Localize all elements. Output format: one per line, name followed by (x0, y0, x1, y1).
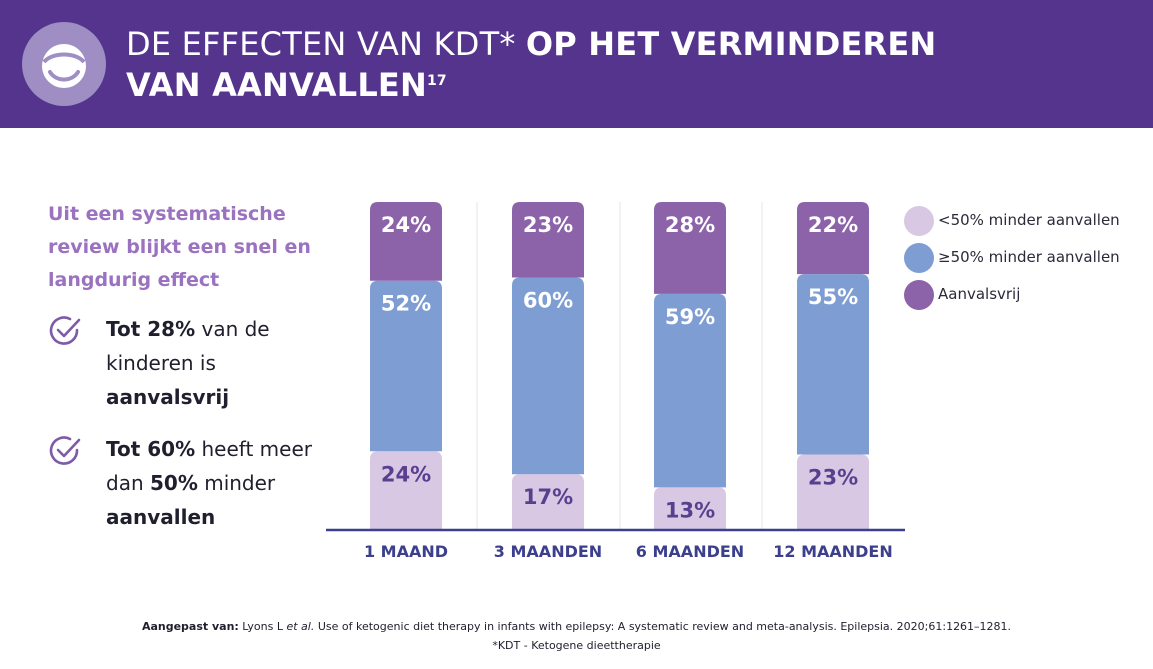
legend-label: Aanvalsvrij (938, 285, 1021, 303)
data-label: 55% (808, 285, 858, 309)
title-light: DE EFFECTEN VAN KDT* (126, 25, 516, 63)
data-label: 23% (523, 213, 573, 237)
bar-segment (512, 277, 584, 475)
data-label: 60% (523, 288, 573, 312)
category-label: 1 MAAND (364, 542, 448, 561)
bar-segment (797, 202, 869, 275)
data-label: 52% (381, 292, 431, 316)
bullet-bold: aanvallen (106, 505, 216, 529)
source-etal: et al. (286, 620, 315, 633)
legend-swatch (904, 280, 934, 310)
source-citation: Aangepast van: Lyons L et al. Use of ket… (0, 617, 1153, 636)
header-banner: DE EFFECTEN VAN KDT* OP HET VERMINDEREN … (0, 0, 1153, 128)
bar-segment (797, 454, 869, 530)
bar-segment (370, 280, 442, 452)
legend-swatch (904, 206, 934, 236)
bar-segment (654, 202, 726, 294)
title-bold-1: OP HET VERMINDEREN (525, 25, 937, 63)
footnote: *KDT - Ketogene dieettherapie (492, 639, 661, 652)
data-label: 28% (665, 213, 715, 237)
bar-segment (512, 202, 584, 278)
bar-segment (654, 293, 726, 488)
title-footnote: 17 (426, 73, 447, 89)
bullet-plain: heeft meer dan (106, 437, 312, 495)
bar-segment (370, 451, 442, 530)
category-label: 6 MAANDEN (636, 542, 744, 561)
category-label: 12 MAANDEN (773, 542, 893, 561)
data-label: 13% (665, 498, 715, 522)
legend-label: ≥50% minder aanvallen (938, 248, 1120, 266)
bar-segment (512, 474, 584, 530)
footer-citation: Aangepast van: Lyons L et al. Use of ket… (0, 617, 1153, 655)
category-label: 3 MAANDEN (494, 542, 602, 561)
intro-text: Uit een systematische review blijkt een … (48, 203, 311, 291)
data-label: 24% (381, 462, 431, 486)
bullet-text: Tot 60% heeft meer dan 50% minder aanval… (106, 432, 326, 534)
bullet-text: Tot 28% van de kinderen is aanvalsvrij (106, 312, 326, 414)
smiley-face-icon (22, 22, 106, 106)
page-title: DE EFFECTEN VAN KDT* OP HET VERMINDEREN … (126, 24, 1126, 106)
check-circle-icon (49, 316, 81, 345)
legend-swatch (904, 243, 934, 273)
bullet-plain: van de kinderen is (106, 317, 270, 375)
data-label: 22% (808, 213, 858, 237)
legend-label: <50% minder aanvallen (938, 211, 1120, 229)
data-label: 23% (808, 466, 858, 490)
data-label: 59% (665, 305, 715, 329)
bullet-bold: Tot 28% (106, 317, 196, 341)
bullet-bold: 50% (149, 471, 198, 495)
source-author: Lyons L (238, 620, 287, 633)
data-label: 17% (523, 485, 573, 509)
bullet-plain: minder (197, 471, 276, 495)
title-bold-2: VAN AANVALLEN (126, 66, 427, 104)
data-label: 24% (381, 213, 431, 237)
source-label: Aangepast van: (141, 620, 239, 633)
bar-segment (654, 487, 726, 530)
check-circle-icon (49, 436, 81, 465)
bullet-bold: Tot 60% (106, 437, 196, 461)
bullet-bold: aanvalsvrij (106, 385, 230, 409)
source-text: Use of ketogenic diet therapy in infants… (314, 620, 1012, 633)
bar-segment (797, 274, 869, 455)
bar-segment (370, 202, 442, 281)
